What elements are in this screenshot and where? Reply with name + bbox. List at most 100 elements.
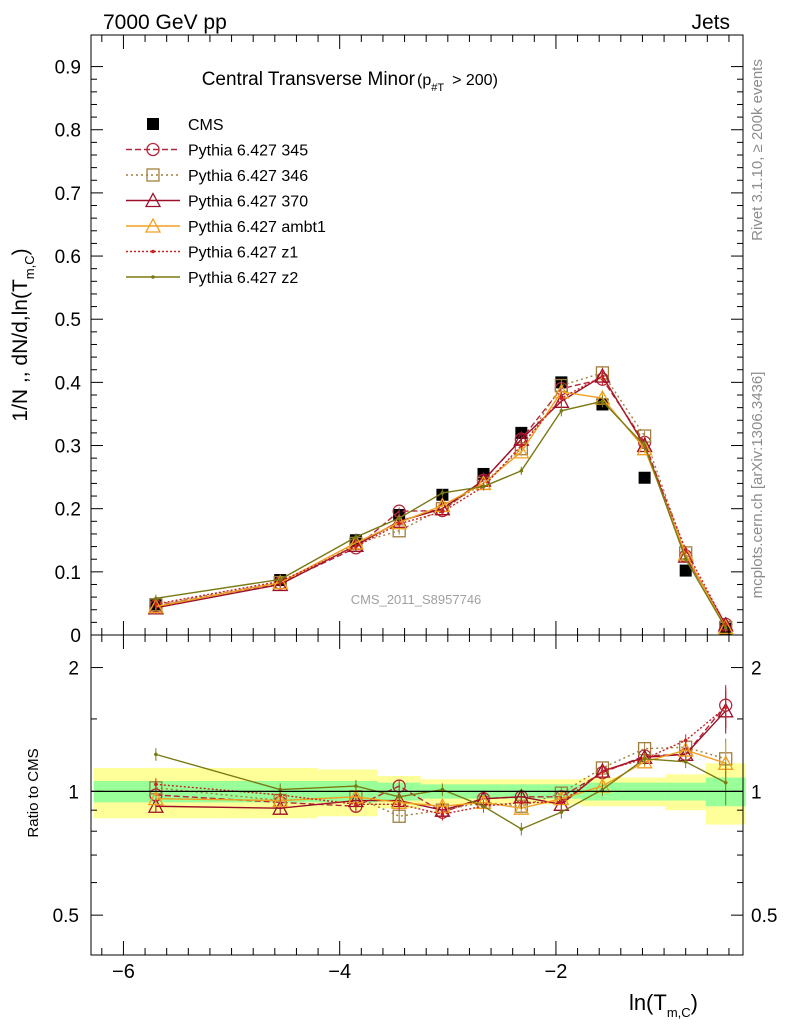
legend-item: Pythia 6.427 345	[126, 143, 308, 160]
header-right: Jets	[691, 11, 730, 34]
data-point-dot	[354, 784, 358, 788]
main-y-label-sub: m,C	[22, 255, 37, 279]
main-y-tick-label: 0	[70, 626, 81, 647]
legend-item: Pythia 6.427 z2	[126, 270, 298, 287]
data-point-triangle	[144, 217, 162, 233]
main-y-label-close: )	[9, 248, 32, 255]
side-mcplots-text: mcplots.cern.ch [arXiv:1306.3436]	[749, 372, 766, 599]
side-rivet-text: Rivet 3.1.10, ≥ 200k events	[749, 59, 766, 241]
data-point-dot	[723, 626, 728, 630]
series-pythia-6-427-z2	[154, 395, 728, 632]
data-point-dot	[278, 577, 283, 582]
data-point-square	[679, 564, 692, 577]
main-y-axis-label: 1/N ,, dN/d,ln(Tm,C)	[9, 248, 37, 421]
data-point-dot	[642, 756, 647, 761]
data-point-square	[147, 118, 159, 130]
title-cut-value: > 200)	[452, 72, 498, 89]
data-point-dot	[481, 484, 486, 489]
side-label-mcplots: mcplots.cern.ch [arXiv:1306.3436]	[749, 372, 766, 599]
ratio-panel: 0.5 0.51 12 2 −6 −4 −2 Ratio to CMS ln(Tm,C)	[25, 35, 777, 1020]
data-point-dot	[519, 827, 524, 831]
main-y-label: 1/N ,, dN/d,ln(Tm,C)	[9, 248, 37, 421]
legend-label: Pythia 6.427 370	[188, 194, 308, 211]
data-point-dot	[559, 396, 564, 400]
x-tick-label: −6	[112, 961, 135, 983]
title-cut-p: p	[422, 72, 431, 89]
ratio-series-pythia-6-427-z2	[154, 748, 728, 836]
data-point-dot	[683, 759, 688, 764]
data-point-dot	[559, 800, 564, 805]
legend-item: Pythia 6.427 z1	[126, 245, 298, 262]
main-y-tick-label: 0.8	[55, 121, 81, 142]
ratio-y-tick-label-right: 0.5	[751, 906, 777, 927]
data-point-triangle	[272, 574, 289, 590]
data-point-triangle	[147, 790, 164, 806]
data-point-dot	[683, 557, 688, 562]
data-point-dot	[519, 468, 524, 473]
legend-label: Pythia 6.427 z1	[188, 245, 298, 262]
data-point-triangle	[144, 192, 162, 208]
data-point-dot	[440, 787, 445, 792]
data-point-dot	[278, 787, 283, 792]
x-label-sub: m,C	[667, 1005, 691, 1020]
data-point-dot	[559, 810, 564, 814]
ratio-y-tick-label-right: 2	[751, 659, 762, 680]
data-point-triangle	[147, 598, 164, 614]
watermark: CMS_2011_S8957746	[351, 592, 482, 607]
main-y-tick-label: 0.9	[55, 58, 81, 79]
side-label-rivet: Rivet 3.1.10, ≥ 200k events	[749, 59, 766, 241]
legend-item: Pythia 6.427 346	[126, 168, 308, 185]
data-point-triangle	[513, 799, 530, 815]
data-point-dot	[440, 510, 445, 514]
data-point-circle	[146, 142, 160, 157]
data-point-dot	[397, 794, 401, 799]
data-point-dot	[397, 516, 401, 520]
data-point-dot	[723, 780, 728, 785]
legend-item: CMS	[147, 117, 224, 134]
data-point-dot	[481, 804, 486, 809]
data-point-triangle	[391, 514, 408, 530]
data-point-dot	[723, 705, 728, 710]
main-y-tick-label: 0.4	[55, 373, 82, 394]
x-label-text: ln(T	[629, 990, 667, 1015]
x-tick-label: −2	[545, 961, 568, 983]
ratio-series-line	[155, 706, 727, 815]
ratio-y-tick-label: 0.5	[53, 906, 79, 927]
data-point-dot	[683, 738, 688, 743]
main-y-tick-label: 0.6	[55, 247, 81, 268]
data-point-dot	[354, 802, 358, 807]
data-point-dot	[683, 547, 688, 552]
data-point-triangle	[636, 440, 653, 456]
data-point-dot	[600, 399, 605, 404]
data-point-dot	[642, 443, 647, 448]
data-point-dot	[151, 275, 155, 279]
x-tick-label: −4	[328, 961, 351, 983]
data-point-triangle	[272, 576, 289, 592]
ratio-series-line	[155, 746, 726, 817]
ratio-y-tick-label: 1	[68, 782, 79, 803]
data-point-dot	[440, 812, 445, 816]
data-point-triangle	[272, 792, 289, 808]
main-y-tick-label: 0.5	[55, 310, 81, 331]
main-y-tick-label: 0.7	[55, 184, 81, 205]
header-left: 7000 GeV pp	[103, 11, 227, 34]
main-y-tick-label: 0.1	[55, 563, 81, 584]
data-point-square	[638, 471, 651, 484]
data-point-dot	[397, 802, 401, 807]
main-y-tick-label: 0.3	[55, 437, 81, 458]
legend-label: Pythia 6.427 z2	[188, 270, 298, 287]
data-point-triangle	[717, 619, 734, 635]
data-point-dot	[151, 249, 155, 254]
data-point-square-open	[146, 168, 160, 182]
data-point-dot	[600, 374, 605, 378]
data-point-dot	[154, 602, 158, 606]
legend-item: Pythia 6.427 ambt1	[126, 217, 326, 236]
data-point-triangle	[147, 797, 164, 813]
ratio-y-axis-label: Ratio to CMS	[25, 748, 42, 837]
data-point-dot	[354, 535, 358, 539]
x-label-close: )	[691, 990, 698, 1015]
main-title: Central Transverse Minor	[202, 69, 416, 90]
legend-item: Pythia 6.427 370	[126, 192, 308, 211]
data-point-dot	[519, 800, 524, 805]
data-point-dot	[154, 782, 158, 787]
